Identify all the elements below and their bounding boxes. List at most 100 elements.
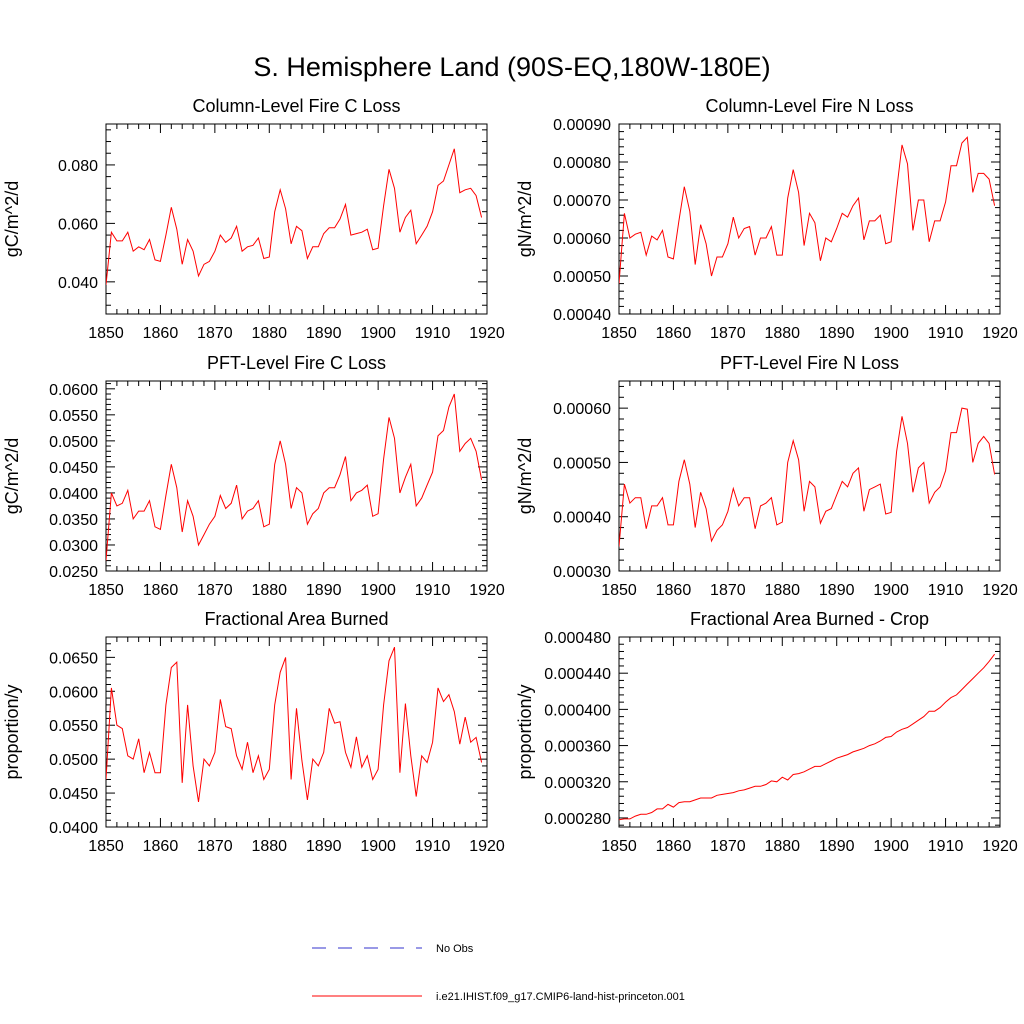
x-tick-label: 1880 (251, 582, 287, 599)
y-tick-label: 0.00030 (553, 564, 611, 581)
panel-title: PFT-Level Fire C Loss (207, 353, 386, 373)
x-tick-label: 1880 (251, 325, 287, 342)
x-tick-label: 1910 (415, 838, 451, 855)
y-tick-label: 0.00060 (553, 401, 611, 418)
y-axis-label: gC/m^2/d (2, 438, 22, 514)
x-tick-label: 1890 (819, 325, 855, 342)
y-tick-label: 0.0600 (49, 382, 98, 399)
y-tick-label: 0.060 (58, 216, 98, 233)
y-tick-label: 0.0250 (49, 564, 98, 581)
x-tick-label: 1900 (873, 582, 909, 599)
y-tick-label: 0.00080 (553, 155, 611, 172)
series-line (106, 647, 483, 802)
y-tick-label: 0.0550 (49, 718, 98, 735)
panel-5: Fractional Area Burned 1850 1860 1870 1880 18… (2, 609, 505, 855)
panel-title: PFT-Level Fire N Loss (720, 353, 899, 373)
x-tick-label: 1880 (251, 838, 287, 855)
y-tick-label: 0.0650 (49, 650, 98, 667)
x-tick-label: 1900 (360, 838, 396, 855)
y-tick-label: 0.000280 (544, 811, 611, 828)
x-tick-label: 1890 (306, 325, 342, 342)
x-tick-label: 1920 (469, 838, 505, 855)
x-tick-label: 1900 (360, 582, 396, 599)
panel-2: Column-Level Fire N Loss 1850 1860 1870 1880… (515, 96, 1018, 342)
y-axis-label: proportion/y (515, 684, 535, 779)
y-tick-label: 0.0300 (49, 538, 98, 555)
x-tick-label: 1850 (88, 582, 124, 599)
y-tick-label: 0.0400 (49, 820, 98, 837)
x-tick-label: 1880 (764, 325, 800, 342)
y-axis-label: gC/m^2/d (2, 181, 22, 257)
x-tick-label: 1900 (873, 325, 909, 342)
y-tick-label: 0.00050 (553, 455, 611, 472)
main-title: S. Hemisphere Land (90S-EQ,180W-180E) (253, 52, 770, 82)
legend: No Obs i.e21.IHIST.f09_g17.CMIP6-land-hi… (312, 943, 685, 1003)
legend-model-label: i.e21.IHIST.f09_g17.CMIP6-land-hist-prin… (436, 991, 685, 1003)
y-tick-label: 0.00090 (553, 117, 611, 134)
panel-1: Column-Level Fire C Loss 1850 1860 1870 1880… (2, 96, 505, 342)
plot-frame (105, 123, 488, 315)
x-tick-label: 1870 (710, 582, 746, 599)
panel-title: Column-Level Fire N Loss (705, 96, 913, 116)
y-tick-label: 0.00060 (553, 231, 611, 248)
x-tick-label: 1890 (306, 838, 342, 855)
panel-title: Fractional Area Burned (204, 609, 388, 629)
y-tick-label: 0.00050 (553, 269, 611, 286)
y-tick-label: 0.000480 (544, 630, 611, 647)
y-tick-label: 0.000320 (544, 775, 611, 792)
x-tick-label: 1880 (764, 838, 800, 855)
x-tick-label: 1890 (306, 582, 342, 599)
x-tick-label: 1860 (143, 582, 179, 599)
y-tick-label: 0.000440 (544, 666, 611, 683)
x-tick-label: 1910 (415, 582, 451, 599)
x-tick-label: 1860 (656, 838, 692, 855)
y-tick-label: 0.040 (58, 275, 98, 292)
y-tick-label: 0.0350 (49, 512, 98, 529)
x-tick-label: 1920 (982, 325, 1018, 342)
x-tick-label: 1860 (656, 582, 692, 599)
plot-frame (105, 380, 488, 572)
panel-title: Column-Level Fire C Loss (192, 96, 400, 116)
y-tick-label: 0.080 (58, 158, 98, 175)
x-tick-label: 1860 (143, 838, 179, 855)
y-axis-label: gN/m^2/d (515, 438, 535, 514)
y-tick-label: 0.0500 (49, 434, 98, 451)
series-line (106, 393, 483, 561)
x-tick-label: 1870 (710, 838, 746, 855)
panel-6: Fractional Area Burned - Crop 1850 1860 187… (515, 609, 1018, 855)
y-tick-label: 0.0400 (49, 486, 98, 503)
legend-obs-label: No Obs (436, 943, 474, 955)
x-tick-label: 1900 (360, 325, 396, 342)
series-line (619, 653, 995, 821)
plot-frame (618, 123, 1001, 315)
plot-frame (618, 636, 1001, 828)
x-tick-label: 1870 (197, 838, 233, 855)
x-tick-label: 1910 (928, 325, 964, 342)
x-tick-label: 1850 (601, 582, 637, 599)
x-tick-label: 1910 (415, 325, 451, 342)
y-tick-label: 0.000360 (544, 739, 611, 756)
x-tick-label: 1850 (88, 838, 124, 855)
x-tick-label: 1910 (928, 838, 964, 855)
x-tick-label: 1920 (982, 582, 1018, 599)
panel-title: Fractional Area Burned - Crop (690, 609, 929, 629)
x-tick-label: 1890 (819, 838, 855, 855)
x-tick-label: 1920 (469, 325, 505, 342)
plot-frame (618, 380, 1001, 572)
chart-panels: Column-Level Fire C Loss 1850 1860 1870 1880… (2, 96, 1018, 855)
y-tick-label: 0.00070 (553, 193, 611, 210)
y-tick-label: 0.0500 (49, 752, 98, 769)
y-tick-label: 0.00040 (553, 510, 611, 527)
y-tick-label: 0.000400 (544, 702, 611, 719)
x-tick-label: 1870 (710, 325, 746, 342)
x-tick-label: 1900 (873, 838, 909, 855)
y-tick-label: 0.0450 (49, 460, 98, 477)
x-tick-label: 1860 (656, 325, 692, 342)
y-tick-label: 0.0600 (49, 684, 98, 701)
x-tick-label: 1850 (88, 325, 124, 342)
panel-4: PFT-Level Fire N Loss 1850 1860 1870 1880 189… (515, 353, 1018, 599)
panel-3: PFT-Level Fire C Loss 1850 1860 1870 1880 189… (2, 353, 505, 599)
x-tick-label: 1870 (197, 325, 233, 342)
x-tick-label: 1920 (982, 838, 1018, 855)
